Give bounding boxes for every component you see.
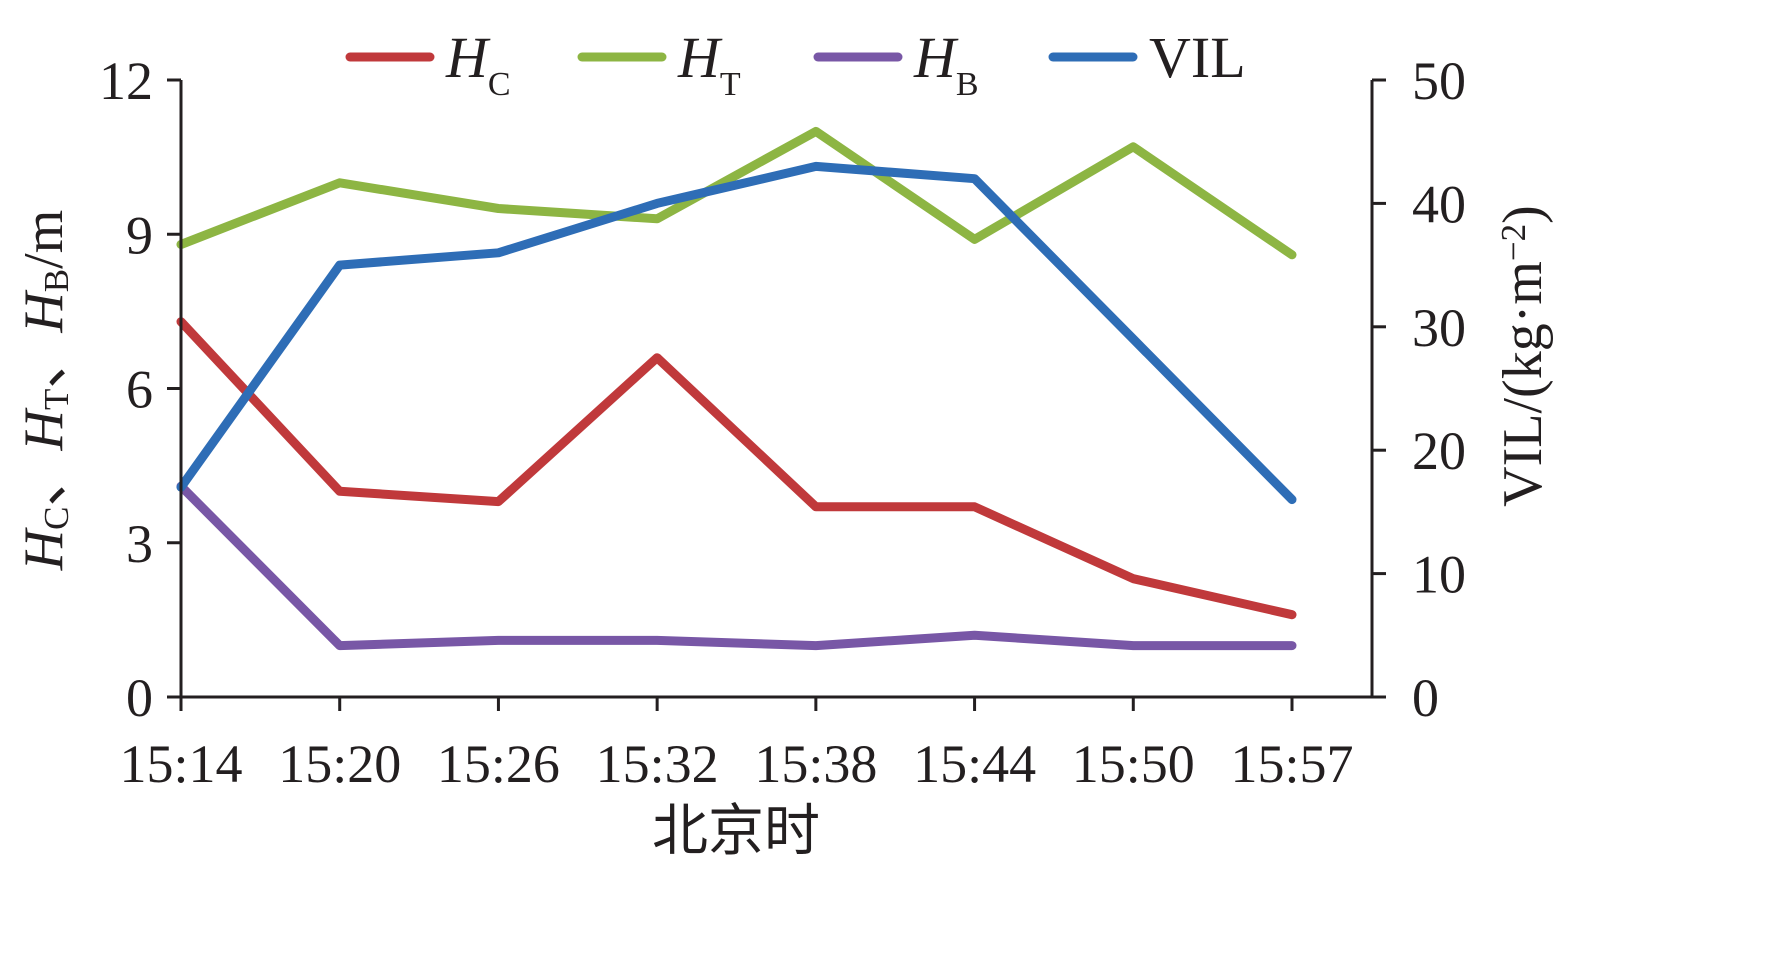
plot-area: [176, 126, 1297, 651]
right-y-tick-label: 40: [1412, 174, 1466, 234]
left-y-tick-label: 0: [126, 668, 153, 728]
left-y-axis-title: HC、HT、HB/m: [13, 210, 76, 572]
legend-label: VIL: [1149, 25, 1246, 90]
left-y-ticks: 0 3 6 9 12: [99, 51, 181, 728]
x-ticks: 15:14 15:20 15:26 15:32 15:38 15:44 15:50 15:57: [119, 697, 1354, 794]
axis-title-symbol: H: [13, 407, 75, 451]
axis-title-subscript: B: [37, 269, 76, 292]
series-line-hb: [176, 481, 1297, 651]
x-tick-label: 15:50: [1072, 734, 1195, 794]
right-y-axis-title: VIL/(kg·m−2): [1492, 205, 1554, 507]
legend-label: HB: [913, 25, 979, 103]
axis-title-text: m: [1492, 261, 1554, 305]
x-tick-label: 15:44: [913, 734, 1036, 794]
series-line-ht: [176, 126, 1297, 260]
legend-label-subscript: T: [720, 66, 741, 103]
left-y-tick-label: 12: [99, 51, 153, 111]
legend-item-vil: VIL: [1048, 25, 1246, 90]
x-tick-label: 15:38: [754, 734, 877, 794]
axis-title-symbol: H: [13, 290, 75, 334]
legend-label-subscript: B: [956, 66, 979, 103]
x-tick-label: 15:26: [437, 734, 560, 794]
legend-label-main: VIL: [1149, 25, 1246, 90]
legend-label-main: H: [445, 25, 491, 90]
axis-title-subscript: T: [37, 389, 76, 410]
left-y-tick-label: 6: [126, 360, 153, 420]
right-y-tick-label: 20: [1412, 421, 1466, 481]
axis-title-text: /m: [13, 210, 75, 269]
x-tick-label: 15:57: [1230, 734, 1353, 794]
series-line-hc: [176, 317, 1297, 620]
axis-title-text: VIL/(kg: [1492, 323, 1554, 507]
axis-title-text: ): [1492, 205, 1554, 224]
legend-label-subscript: C: [488, 66, 511, 103]
left-y-tick-label: 9: [126, 205, 153, 265]
legend-label: HC: [445, 25, 511, 103]
axis-title-superscript: −2: [1494, 224, 1533, 261]
left-y-tick-label: 3: [126, 514, 153, 574]
axis-title-subscript: C: [37, 506, 76, 529]
right-y-tick-label: 30: [1412, 298, 1466, 358]
x-axis-title: 北京时: [652, 801, 820, 863]
x-tick-label: 15:32: [596, 734, 719, 794]
right-y-tick-label: 10: [1412, 545, 1466, 605]
axis-title-symbol: H: [13, 527, 75, 571]
axis-title-text: 、: [13, 450, 75, 506]
legend: HC HT HB VIL: [345, 25, 1246, 103]
legend-item-hb: HB: [813, 25, 979, 103]
legend-item-hc: HC: [345, 25, 511, 103]
axis-title-text: ·: [1492, 305, 1554, 324]
right-y-tick-label: 0: [1412, 668, 1439, 728]
x-tick-label: 15:20: [278, 734, 401, 794]
right-y-ticks: 0 10 20 30 40 50: [1372, 51, 1466, 728]
right-y-tick-label: 50: [1412, 51, 1466, 111]
legend-item-ht: HT: [577, 25, 741, 103]
legend-label-main: H: [677, 25, 723, 90]
series-line-vil: [176, 161, 1297, 505]
axis-title-text: 、: [13, 333, 75, 389]
x-tick-label: 15:14: [119, 734, 242, 794]
legend-label: HT: [677, 25, 741, 103]
legend-label-main: H: [913, 25, 959, 90]
